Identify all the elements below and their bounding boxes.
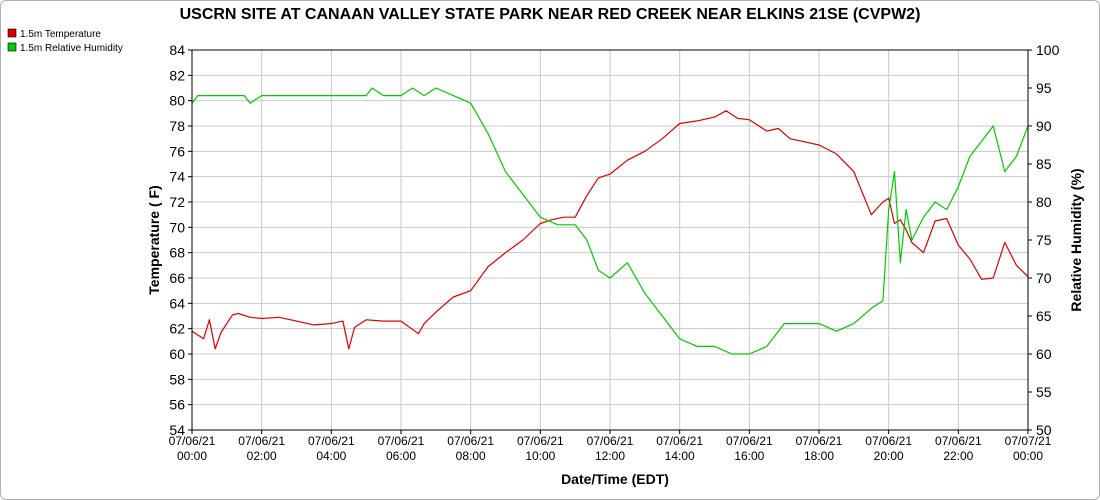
x-tick-label-date: 07/06/21 xyxy=(796,434,843,448)
y-left-tick-label: 62 xyxy=(169,321,185,337)
y-left-tick-label: 60 xyxy=(169,346,185,362)
legend: 1.5m Temperature 1.5m Relative Humidity xyxy=(7,28,123,54)
y-right-tick-label: 60 xyxy=(1036,346,1052,362)
x-tick-label-date: 07/06/21 xyxy=(587,434,634,448)
x-tick-label-time: 22:00 xyxy=(943,449,973,463)
series-line-temperature xyxy=(191,110,1029,350)
y-left-tick-label: 78 xyxy=(169,118,185,134)
y-left-tick-label: 64 xyxy=(169,295,185,311)
legend-swatch-temperature xyxy=(7,28,17,38)
x-tick-label-time: 14:00 xyxy=(665,449,695,463)
y-right-tick-label: 55 xyxy=(1036,384,1052,400)
x-tick-label-time: 04:00 xyxy=(316,449,346,463)
y-right-tick-label: 50 xyxy=(1036,422,1052,438)
y-right-tick-label: 75 xyxy=(1036,232,1052,248)
x-tick-label-time: 00:00 xyxy=(177,449,207,463)
legend-swatch-humidity xyxy=(7,42,17,52)
y-left-tick-label: 66 xyxy=(169,270,185,286)
y-right-tick-label: 85 xyxy=(1036,156,1052,172)
x-tick-label-time: 06:00 xyxy=(386,449,416,463)
x-tick-label-date: 07/06/21 xyxy=(656,434,703,448)
y-left-tick-label: 76 xyxy=(169,143,185,159)
x-tick-label-date: 07/06/21 xyxy=(378,434,425,448)
x-tick-label-date: 07/06/21 xyxy=(447,434,494,448)
y-left-tick-label: 80 xyxy=(169,93,185,109)
x-tick-label-date: 07/06/21 xyxy=(935,434,982,448)
y-left-tick-label: 72 xyxy=(169,194,185,210)
y-left-tick-label: 74 xyxy=(169,169,185,185)
x-tick-label-time: 10:00 xyxy=(525,449,555,463)
x-tick-label-time: 08:00 xyxy=(456,449,486,463)
chart-title: USCRN SITE AT CANAAN VALLEY STATE PARK N… xyxy=(180,6,921,23)
y-right-tick-label: 80 xyxy=(1036,194,1052,210)
y-right-tick-label: 65 xyxy=(1036,308,1052,324)
y-axis-left-label: Temperature ( F) xyxy=(146,185,162,294)
x-tick-label-time: 02:00 xyxy=(247,449,277,463)
legend-item-temperature[interactable]: 1.5m Temperature xyxy=(7,28,101,40)
series-line-humidity xyxy=(191,87,1029,355)
y-left-tick-label: 56 xyxy=(169,397,185,413)
x-tick-label-date: 07/06/21 xyxy=(865,434,912,448)
axis-ticks: 07/06/2100:0007/06/2102:0007/06/2104:000… xyxy=(169,42,1060,463)
y-left-tick-label: 82 xyxy=(169,67,185,83)
x-tick-label-date: 07/06/21 xyxy=(238,434,285,448)
series-layer xyxy=(191,87,1029,355)
x-tick-label-date: 07/07/21 xyxy=(1005,434,1052,448)
y-left-tick-label: 70 xyxy=(169,219,185,235)
x-axis-label: Date/Time (EDT) xyxy=(561,471,669,487)
x-tick-label-date: 07/06/21 xyxy=(517,434,564,448)
y-left-tick-label: 58 xyxy=(169,371,185,387)
x-tick-label-date: 07/06/21 xyxy=(726,434,773,448)
x-tick-label-date: 07/06/21 xyxy=(169,434,216,448)
legend-item-humidity[interactable]: 1.5m Relative Humidity xyxy=(7,42,123,54)
y-right-tick-label: 90 xyxy=(1036,118,1052,134)
y-right-tick-label: 100 xyxy=(1036,42,1060,58)
y-left-tick-label: 68 xyxy=(169,245,185,261)
legend-label-temperature: 1.5m Temperature xyxy=(20,29,101,40)
x-tick-label-time: 18:00 xyxy=(804,449,834,463)
grid xyxy=(191,49,1029,431)
y-right-tick-label: 70 xyxy=(1036,270,1052,286)
x-tick-label-time: 00:00 xyxy=(1013,449,1043,463)
y-axis-right-label: Relative Humidity (%) xyxy=(1068,168,1084,311)
x-tick-label-time: 20:00 xyxy=(874,449,904,463)
x-tick-label-date: 07/06/21 xyxy=(308,434,355,448)
legend-label-humidity: 1.5m Relative Humidity xyxy=(20,43,123,54)
y-left-tick-label: 54 xyxy=(169,422,185,438)
x-tick-label-time: 16:00 xyxy=(734,449,764,463)
x-tick-label-time: 12:00 xyxy=(595,449,625,463)
y-right-tick-label: 95 xyxy=(1036,80,1052,96)
y-left-tick-label: 84 xyxy=(169,42,185,58)
